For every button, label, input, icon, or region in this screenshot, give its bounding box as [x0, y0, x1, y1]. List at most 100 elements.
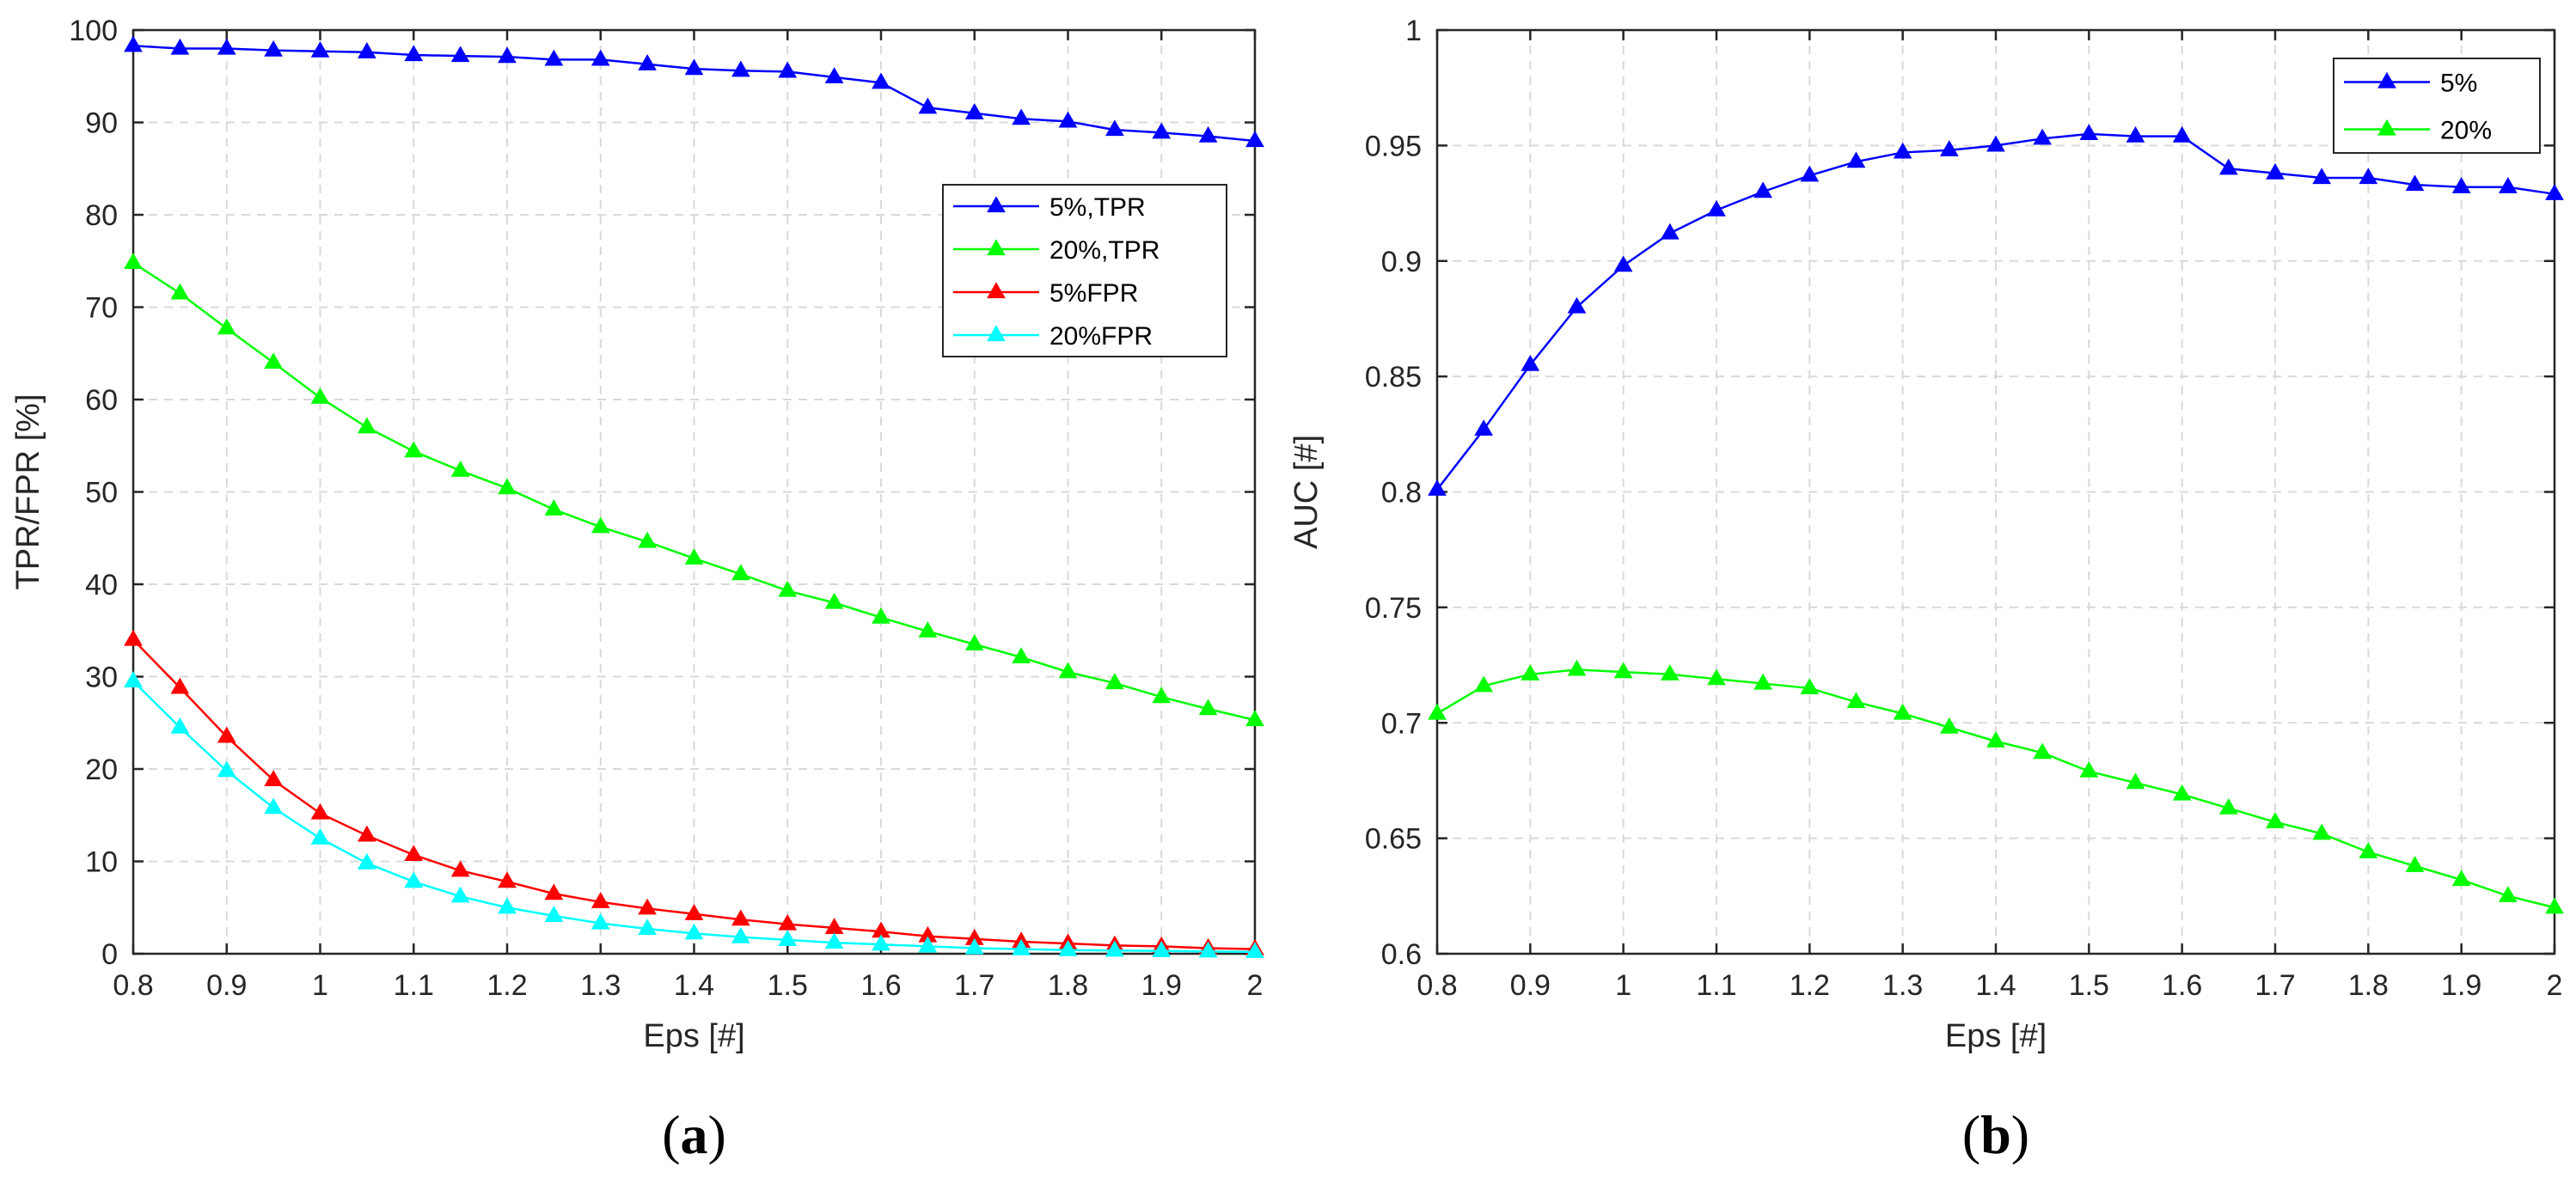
data-point: [1660, 223, 1680, 240]
data-point: [124, 629, 143, 646]
data-point: [1893, 703, 1912, 720]
data-point: [2545, 897, 2564, 914]
panel-label: (a): [662, 1104, 726, 1165]
legend-box: [942, 184, 1227, 357]
data-point: [310, 40, 330, 58]
data-point: [1986, 731, 2005, 748]
data-point: [170, 677, 190, 694]
data-point: [872, 607, 890, 624]
data-point: [2266, 162, 2285, 180]
data-point: [638, 898, 657, 915]
y-tick-label: 100: [69, 15, 118, 47]
legend-label: 20%: [2440, 117, 2492, 145]
x-tick-label: 1.7: [2255, 969, 2295, 1002]
data-point: [170, 717, 190, 734]
data-point: [264, 40, 283, 57]
data-point: [2451, 870, 2471, 887]
data-point: [2359, 168, 2378, 185]
data-point: [217, 760, 236, 778]
ticks: [1435, 28, 2556, 955]
data-point: [731, 564, 750, 581]
data-point: [590, 516, 610, 534]
data-point: [778, 580, 798, 597]
y-tick-label: 0.7: [1381, 707, 1422, 740]
x-tick-label: 1.2: [486, 969, 527, 1002]
legend-label: 20%FPR: [1049, 322, 1153, 351]
data-point: [1245, 942, 1264, 958]
panel-label-close: ): [2011, 1104, 2029, 1165]
data-point: [1753, 673, 1773, 690]
data-point: [684, 58, 704, 76]
legend: 5% 20%: [2333, 58, 2541, 154]
data-point: [824, 67, 844, 83]
data-point: [1474, 675, 1494, 693]
data-point: [1105, 119, 1124, 137]
data-point: [310, 827, 330, 845]
x-tick-label: 0.8: [113, 969, 153, 1002]
data-point: [544, 883, 564, 900]
data-point: [1198, 941, 1218, 958]
data-point: [2079, 760, 2099, 778]
data-point: [404, 871, 424, 888]
y-tick-label: 0.65: [1365, 823, 1422, 856]
x-tick-label: 1.8: [2348, 969, 2389, 1002]
data-point: [918, 621, 938, 638]
data-point: [358, 42, 376, 58]
data-point: [1428, 479, 1447, 496]
x-tick-label: 1.5: [768, 969, 808, 1002]
data-point: [918, 936, 938, 953]
series-4: [124, 671, 1264, 958]
data-point: [964, 103, 984, 119]
data-point: [964, 937, 984, 955]
data-point: [778, 930, 798, 946]
data-point: [2079, 124, 2099, 141]
x-tick-label: 1.9: [2441, 969, 2481, 1002]
data-point: [544, 49, 564, 66]
y-tick-label: 70: [85, 292, 118, 325]
data-point: [404, 845, 424, 862]
data-point: [731, 926, 750, 943]
x-tick-label: 1.6: [2162, 969, 2202, 1002]
data-point: [217, 318, 236, 335]
y-tick-label: 50: [85, 477, 118, 510]
data-point: [1012, 108, 1031, 125]
data-point: [1245, 710, 1264, 727]
legend-box: [2333, 58, 2541, 154]
data-point: [2451, 177, 2471, 193]
data-point: [498, 897, 517, 914]
data-point: [498, 478, 517, 495]
legend-label: 5%FPR: [1049, 279, 1138, 308]
panel-label: (b): [1962, 1104, 2029, 1165]
data-point: [1521, 664, 1540, 681]
data-point: [872, 72, 890, 89]
data-point: [2498, 886, 2518, 902]
x-tick-label: 1: [1615, 969, 1631, 1002]
data-point: [824, 932, 844, 949]
y-tick-label: 0.75: [1365, 592, 1422, 625]
y-axis-title: TPR/FPR [%]: [10, 394, 46, 589]
legend-swatch-marker: [2377, 71, 2396, 89]
data-point: [964, 634, 984, 650]
data-point: [1846, 151, 1866, 168]
series-1: [1428, 124, 2564, 496]
data-point: [498, 871, 517, 888]
x-axis-title: Eps [#]: [1945, 1018, 2047, 1054]
data-point: [124, 253, 143, 269]
data-point: [2033, 742, 2053, 760]
series-2: [124, 253, 1264, 727]
data-point: [2498, 177, 2518, 193]
data-point: [2172, 125, 2192, 143]
chart-b: 0.8 0.9 1 1.1 1.2 1.3 1.4 1.5 1.6 1.7 1.8 1.9 20.60.…: [1288, 15, 2564, 1165]
data-point: [2359, 842, 2378, 858]
y-tick-label: 40: [85, 569, 118, 601]
data-point: [310, 388, 330, 404]
data-point: [638, 54, 657, 70]
data-point: [731, 60, 750, 77]
data-point: [1058, 939, 1078, 956]
data-point: [1521, 354, 1540, 371]
y-tick-label: 1: [1405, 15, 1422, 47]
data-point: [2405, 174, 2425, 192]
data-point: [1567, 296, 1587, 314]
data-point: [1058, 662, 1078, 679]
